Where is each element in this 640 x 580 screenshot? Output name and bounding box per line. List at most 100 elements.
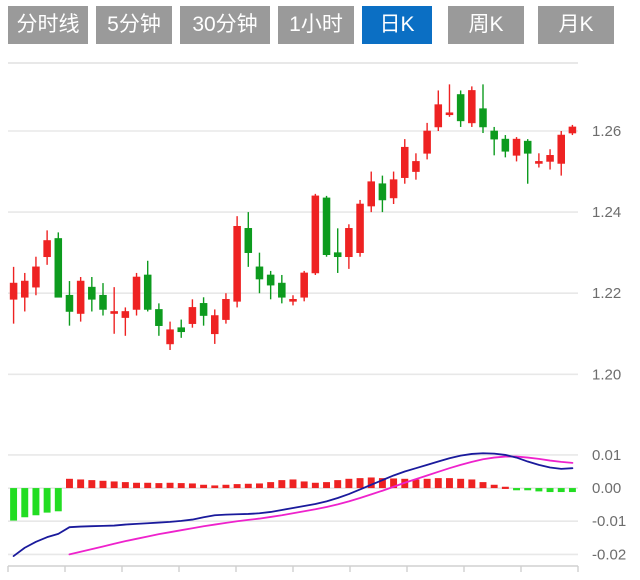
macd-bar-0 (10, 488, 18, 521)
candle-body (523, 140, 532, 154)
chart-canvas[interactable]: 1.26 1.24 1.22 1.20 0.01 0.00 -0.01 -0.02 (0, 48, 640, 580)
candle-35 (400, 139, 409, 184)
macd-bar-42 (479, 482, 487, 489)
macd-tick-label-1: 0.00 (592, 480, 621, 497)
macd-histogram (10, 477, 576, 521)
macd-bar-48 (546, 488, 554, 493)
period-tab-1[interactable]: 5分钟 (96, 6, 172, 44)
candle-body (9, 282, 18, 300)
candle-body (222, 299, 230, 320)
macd-bar-25 (289, 479, 297, 489)
macd-bar-2 (32, 488, 40, 516)
candle-body (501, 138, 510, 152)
macd-bar-1 (21, 488, 29, 518)
candle-body (445, 112, 454, 116)
candle-11 (132, 272, 141, 316)
candle-50 (568, 124, 577, 136)
period-tab-2[interactable]: 30分钟 (180, 6, 270, 44)
macd-bar-18 (211, 485, 219, 489)
candlestick-series[interactable] (9, 84, 577, 350)
kline-chart[interactable]: 1.26 1.24 1.22 1.20 0.01 0.00 -0.01 -0.02 (0, 48, 640, 580)
candle-7 (88, 277, 96, 312)
candle-body (278, 282, 286, 298)
candle-39 (445, 84, 454, 117)
candle-46 (523, 139, 532, 184)
macd-bar-33 (378, 478, 386, 489)
price-gridlines (8, 62, 578, 376)
candle-body (434, 104, 443, 128)
candle-13 (155, 303, 163, 336)
candle-10 (121, 307, 130, 336)
candle-body (389, 179, 398, 199)
macd-bar-23 (267, 482, 275, 489)
period-tab-3[interactable]: 1小时 (278, 6, 354, 44)
candle-5 (65, 281, 74, 326)
macd-bar-6 (77, 479, 85, 489)
macd-bar-50 (568, 488, 576, 493)
candle-45 (512, 137, 521, 162)
candle-body (32, 266, 40, 288)
candle-36 (412, 153, 420, 180)
macd-bar-7 (88, 480, 96, 489)
candle-body (490, 130, 498, 140)
candle-body (512, 138, 521, 156)
candle-15 (177, 319, 185, 338)
macd-tick-label-2: -0.01 (592, 513, 626, 530)
macd-bar-49 (557, 488, 565, 493)
candle-29 (333, 228, 342, 273)
candle-body (188, 307, 197, 324)
candle-body (65, 294, 74, 312)
macd-bar-27 (311, 482, 319, 489)
candle-37 (423, 122, 431, 160)
macd-bar-46 (524, 488, 532, 491)
macd-bar-21 (244, 483, 252, 489)
candle-body (568, 126, 577, 134)
price-tick-label-0: 1.26 (592, 123, 621, 140)
candle-body (289, 299, 297, 302)
macd-bar-5 (66, 478, 73, 489)
period-tab-4[interactable]: 日K (362, 6, 432, 44)
macd-bar-15 (177, 483, 185, 489)
period-tab-6[interactable]: 月K (538, 6, 614, 44)
macd-bar-37 (423, 478, 431, 489)
candle-38 (434, 90, 443, 131)
candle-21 (244, 212, 253, 267)
period-tab-0[interactable]: 分时线 (8, 6, 88, 44)
macd-bar-30 (345, 478, 353, 489)
macd-bar-11 (133, 482, 140, 489)
candle-body (110, 311, 118, 314)
candle-3 (43, 230, 51, 265)
candle-31 (356, 199, 364, 257)
macd-bar-38 (434, 478, 442, 489)
candle-17 (199, 297, 208, 326)
candle-body (132, 276, 141, 310)
candle-body (356, 203, 364, 253)
macd-bar-3 (43, 488, 51, 513)
candle-body (43, 240, 51, 258)
price-axis-labels: 1.26 1.24 1.22 1.20 (592, 123, 621, 383)
candle-body (557, 134, 565, 164)
macd-bar-28 (323, 482, 330, 489)
candle-42 (479, 84, 487, 134)
candle-body (333, 252, 342, 258)
candle-body (233, 226, 241, 302)
period-tab-5[interactable]: 周K (448, 6, 524, 44)
candle-body (546, 155, 554, 162)
candle-9 (110, 287, 118, 334)
candle-body (456, 94, 465, 122)
macd-bar-34 (390, 478, 398, 489)
candle-body (400, 146, 409, 178)
macd-bar-47 (535, 488, 543, 492)
candle-26 (300, 270, 308, 302)
candle-48 (546, 149, 554, 170)
macd-dea-line (68, 455, 574, 556)
candle-body (311, 195, 320, 274)
candle-16 (188, 299, 197, 328)
candle-body (479, 108, 487, 128)
candle-22 (255, 252, 264, 294)
x-axis (7, 565, 579, 572)
candle-body (155, 309, 163, 326)
candle-6 (76, 277, 85, 322)
macd-bar-36 (412, 479, 420, 489)
candle-40 (456, 90, 465, 127)
